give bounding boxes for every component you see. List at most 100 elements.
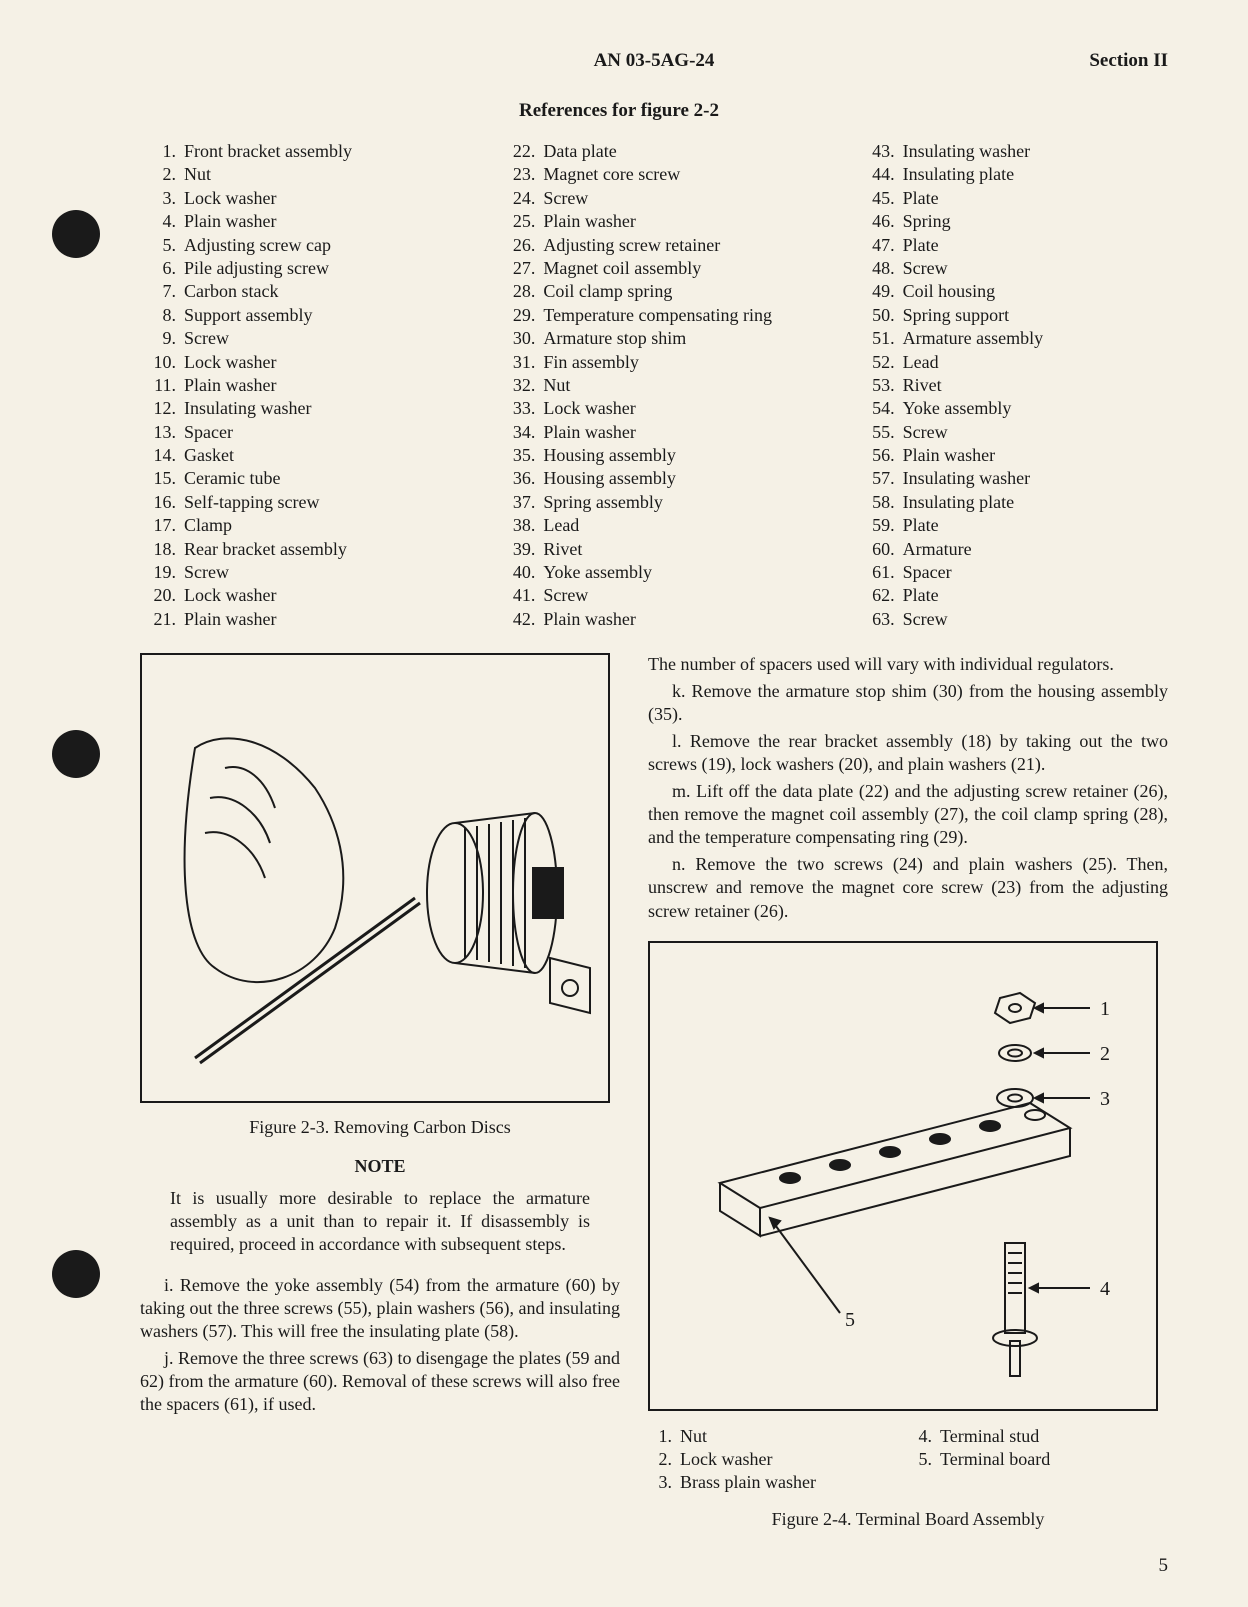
figure-2-3-caption: Figure 2-3. Removing Carbon Discs: [140, 1117, 620, 1138]
list-item: 10.Lock washer: [140, 351, 449, 374]
list-item: 24.Screw: [499, 187, 808, 210]
item-number: 27.: [499, 257, 543, 280]
list-item: 58.Insulating plate: [859, 491, 1168, 514]
item-number: 9.: [140, 327, 184, 350]
item-text: Carbon stack: [184, 280, 278, 303]
item-number: 63.: [859, 608, 903, 631]
item-number: 11.: [140, 374, 184, 397]
item-number: 52.: [859, 351, 903, 374]
list-item: 63.Screw: [859, 608, 1168, 631]
item-number: 6.: [140, 257, 184, 280]
item-number: 47.: [859, 234, 903, 257]
item-number: 36.: [499, 467, 543, 490]
list-item: 42.Plain washer: [499, 608, 808, 631]
list-item: 39.Rivet: [499, 538, 808, 561]
item-number: 2.: [648, 1448, 680, 1471]
item-number: 55.: [859, 421, 903, 444]
item-number: 41.: [499, 584, 543, 607]
item-number: 49.: [859, 280, 903, 303]
para-k: k. Remove the armature stop shim (30) fr…: [648, 680, 1168, 726]
item-text: Spring support: [903, 304, 1010, 327]
list-item: 23.Magnet core screw: [499, 163, 808, 186]
item-number: 37.: [499, 491, 543, 514]
figure-2-4-caption: Figure 2-4. Terminal Board Assembly: [648, 1509, 1168, 1530]
item-text: Yoke assembly: [903, 397, 1012, 420]
legend-col-right: 4.Terminal stud5.Terminal board: [908, 1425, 1168, 1495]
item-text: Data plate: [543, 140, 616, 163]
item-text: Magnet coil assembly: [543, 257, 701, 280]
left-body-text: i. Remove the yoke assembly (54) from th…: [140, 1274, 620, 1416]
list-item: 43.Insulating washer: [859, 140, 1168, 163]
item-text: Front bracket assembly: [184, 140, 352, 163]
item-number: 28.: [499, 280, 543, 303]
note-title: NOTE: [140, 1156, 620, 1177]
item-text: Insulating washer: [903, 140, 1030, 163]
item-number: 44.: [859, 163, 903, 186]
list-item: 50.Spring support: [859, 304, 1168, 327]
list-item: 34.Plain washer: [499, 421, 808, 444]
item-text: Yoke assembly: [543, 561, 652, 584]
item-number: 39.: [499, 538, 543, 561]
note-body: It is usually more desirable to replace …: [140, 1187, 620, 1256]
item-text: Fin assembly: [543, 351, 639, 374]
item-number: 45.: [859, 187, 903, 210]
item-number: 58.: [859, 491, 903, 514]
item-number: 4.: [908, 1425, 940, 1448]
item-text: Lead: [543, 514, 579, 537]
list-item: 60.Armature: [859, 538, 1168, 561]
item-text: Ceramic tube: [184, 467, 280, 490]
list-item: 41.Screw: [499, 584, 808, 607]
list-item: 2.Nut: [140, 163, 449, 186]
list-item: 21.Plain washer: [140, 608, 449, 631]
item-number: 17.: [140, 514, 184, 537]
item-number: 20.: [140, 584, 184, 607]
item-text: Plain washer: [184, 374, 276, 397]
list-item: 36.Housing assembly: [499, 467, 808, 490]
list-item: 22.Data plate: [499, 140, 808, 163]
item-number: 2.: [140, 163, 184, 186]
item-number: 22.: [499, 140, 543, 163]
list-item: 29.Temperature compensating ring: [499, 304, 808, 327]
item-number: 34.: [499, 421, 543, 444]
item-text: Rivet: [543, 538, 582, 561]
item-number: 48.: [859, 257, 903, 280]
punch-hole: [52, 730, 100, 778]
item-text: Rivet: [903, 374, 942, 397]
item-text: Lock washer: [184, 187, 276, 210]
item-number: 7.: [140, 280, 184, 303]
para-l: l. Remove the rear bracket assembly (18)…: [648, 730, 1168, 776]
list-item: 1.Nut: [648, 1425, 908, 1448]
list-item: 7.Carbon stack: [140, 280, 449, 303]
item-text: Housing assembly: [543, 467, 676, 490]
item-number: 16.: [140, 491, 184, 514]
figure-2-3-illustration: [155, 668, 595, 1088]
list-item: 52.Lead: [859, 351, 1168, 374]
item-number: 40.: [499, 561, 543, 584]
item-text: Plain washer: [543, 608, 635, 631]
item-text: Spacer: [903, 561, 952, 584]
item-text: Gasket: [184, 444, 234, 467]
punch-hole: [52, 210, 100, 258]
list-item: 27.Magnet coil assembly: [499, 257, 808, 280]
item-text: Screw: [903, 421, 948, 444]
item-text: Self-tapping screw: [184, 491, 319, 514]
list-item: 62.Plate: [859, 584, 1168, 607]
item-number: 57.: [859, 467, 903, 490]
item-text: Screw: [543, 584, 588, 607]
list-item: 3.Brass plain washer: [648, 1471, 908, 1494]
item-text: Spring: [903, 210, 951, 233]
item-text: Plain washer: [543, 210, 635, 233]
list-item: 9.Screw: [140, 327, 449, 350]
figure-2-4-frame: 1 2 3 4 5: [648, 941, 1158, 1411]
item-text: Plain washer: [543, 421, 635, 444]
item-number: 24.: [499, 187, 543, 210]
list-item: 15.Ceramic tube: [140, 467, 449, 490]
item-number: 43.: [859, 140, 903, 163]
item-number: 53.: [859, 374, 903, 397]
item-number: 59.: [859, 514, 903, 537]
list-item: 13.Spacer: [140, 421, 449, 444]
list-item: 1.Front bracket assembly: [140, 140, 449, 163]
item-number: 8.: [140, 304, 184, 327]
list-item: 3.Lock washer: [140, 187, 449, 210]
ref-col-1: 1.Front bracket assembly2.Nut3.Lock wash…: [140, 140, 449, 631]
